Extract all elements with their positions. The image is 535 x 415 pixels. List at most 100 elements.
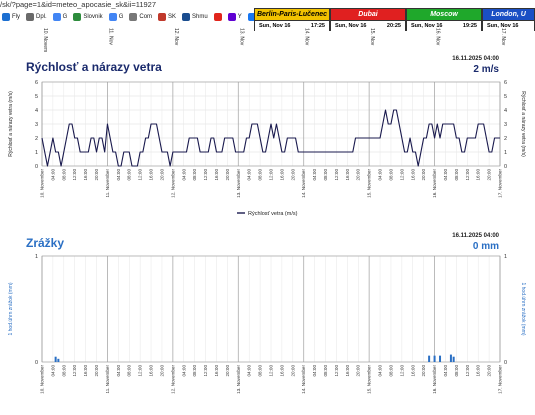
x-tick-label: 04:00 (378, 169, 383, 181)
bookmark-favicon-icon (213, 13, 222, 21)
x-tick-label: 12:00 (465, 169, 470, 181)
precip-chart: 0 0 1 1 10. November 04:00 08:00 12:00 16:00 20:0… (8, 254, 526, 394)
clock-city: Dubai (331, 9, 405, 21)
x-tick-label: 08:00 (258, 169, 263, 181)
bookmark-favicon-icon (73, 13, 82, 21)
x-tick-label: 16:00 (345, 169, 350, 181)
x-tick-label: 20:00 (421, 169, 426, 181)
bookmark-item[interactable]: SK (158, 13, 176, 21)
x-tick-label: 16:00 (83, 169, 88, 181)
wind-timestamp: 16.11.2025 04:00 (452, 56, 499, 62)
y-tick-label: 4 (35, 108, 38, 114)
x-tick-label: 08:00 (61, 169, 66, 181)
x-tick-label: 16. November (432, 169, 437, 198)
x-tick-label: 10. November (40, 169, 45, 198)
x-tick-label: 20:00 (94, 169, 99, 181)
y-tick-label: 2 (504, 136, 507, 142)
x-tick-label: 04:00 (247, 169, 252, 181)
x-tick-label: 04:00 (181, 169, 186, 181)
x-tick-label: 13. November (236, 365, 241, 394)
bookmark-item[interactable]: G (108, 13, 123, 21)
world-clock: Berlin-Paris-Lučenec Sun, Nov 16 17:25 (254, 8, 330, 32)
y-axis-label: 1 hod.úhrn zrážok (mm) (520, 282, 526, 335)
precip-bar (439, 355, 442, 362)
precip-title: Zrážky (26, 236, 65, 250)
y-axis-label: Rýchlosť a nárazy vetra (m/s) (520, 91, 526, 157)
bookmark-item[interactable]: Dpl. (26, 13, 47, 21)
x-tick-label: 08:00 (454, 169, 459, 181)
precip-bar (428, 355, 431, 362)
x-tick-label: 08:00 (388, 365, 393, 377)
bookmark-label: Com (139, 14, 153, 20)
y-tick-label: 0 (35, 164, 38, 170)
x-tick-label: 14. November (301, 169, 306, 198)
bookmark-item[interactable]: Com (129, 13, 152, 21)
y-tick-label: 0 (35, 360, 38, 366)
address-bar[interactable]: /sk/?page=1&id=meteo_apocasie_sk&ii=1192… (0, 0, 157, 9)
bookmark-label: Dpl. (36, 14, 47, 20)
x-tick-label: 12:00 (399, 365, 404, 377)
clock-date: Sun, Nov 16 (487, 23, 519, 29)
top-ruler-label: 16. Nov (435, 28, 441, 46)
x-tick-label: 20:00 (159, 169, 164, 181)
bookmark-favicon-icon (227, 13, 236, 21)
x-tick-label: 16:00 (149, 169, 154, 181)
y-tick-label: 4 (504, 108, 507, 114)
clock-time: 19:25 (462, 23, 477, 29)
x-tick-label: 08:00 (258, 365, 263, 377)
x-tick-label: 04:00 (443, 365, 448, 377)
clock-city: London, U (483, 9, 534, 21)
x-tick-label: 12:00 (269, 365, 274, 377)
bookmark-favicon-icon (52, 13, 61, 21)
x-tick-label: 20:00 (356, 169, 361, 181)
wind-speed-line (41, 109, 500, 167)
x-tick-label: 16:00 (83, 365, 88, 377)
x-tick-label: 04:00 (247, 365, 252, 377)
bookmark-item[interactable] (247, 13, 256, 21)
x-tick-label: 12. November (170, 365, 175, 394)
x-tick-label: 16:00 (410, 365, 415, 377)
x-tick-label: 08:00 (127, 365, 132, 377)
x-tick-label: 20:00 (487, 169, 492, 181)
y-tick-label: 6 (35, 80, 38, 86)
x-tick-label: 12:00 (72, 365, 77, 377)
x-tick-label: 04:00 (116, 365, 121, 377)
clock-datetime: Sun, Nov 16 (483, 21, 534, 32)
x-tick-label: 20:00 (356, 365, 361, 377)
bookmark-label: G (62, 14, 68, 20)
x-tick-label: 04:00 (443, 169, 448, 181)
x-tick-label: 16:00 (345, 365, 350, 377)
wind-title: Rýchlosť a nárazy vetra (26, 60, 162, 74)
bookmark-item[interactable]: G (52, 13, 68, 21)
precip-bar (449, 354, 452, 362)
x-tick-label: 08:00 (192, 169, 197, 181)
x-tick-label: 08:00 (323, 365, 328, 377)
x-tick-label: 13. November (236, 169, 241, 198)
x-tick-label: 20:00 (159, 365, 164, 377)
bookmark-item[interactable] (213, 13, 222, 21)
top-ruler-label: 17. Nov (500, 28, 506, 46)
bookmark-favicon-icon (129, 13, 138, 21)
bookmark-favicon-icon (2, 13, 10, 21)
x-tick-label: 04:00 (181, 365, 186, 377)
wind-chart: 0 0 1 1 2 2 3 3 4 4 5 5 6 6 10. November 04:00 08:00 12:0… (8, 80, 526, 217)
bookmark-item[interactable]: Slovnik (73, 13, 103, 21)
x-tick-label: 12:00 (334, 365, 339, 377)
clock-date: Sun, Nov 16 (335, 23, 367, 29)
wind-current-value: 2 m/s (473, 64, 499, 75)
x-tick-label: 20:00 (290, 169, 295, 181)
world-clock: Moscow Sun, Nov 16 19:25 (406, 8, 482, 32)
x-tick-label: 04:00 (378, 365, 383, 377)
y-tick-label: 3 (35, 122, 38, 128)
precip-bar (452, 356, 455, 362)
x-tick-label: 04:00 (50, 365, 55, 377)
bookmark-label: Fly (12, 14, 20, 20)
bookmark-item[interactable]: Fly (2, 13, 20, 21)
y-tick-label: 5 (35, 94, 38, 100)
x-tick-label: 17. November (498, 169, 503, 198)
bookmark-item[interactable]: Y (227, 13, 242, 21)
bookmark-item[interactable]: Shmu (182, 13, 208, 21)
bookmark-favicon-icon (158, 13, 167, 21)
x-tick-label: 16:00 (214, 365, 219, 377)
